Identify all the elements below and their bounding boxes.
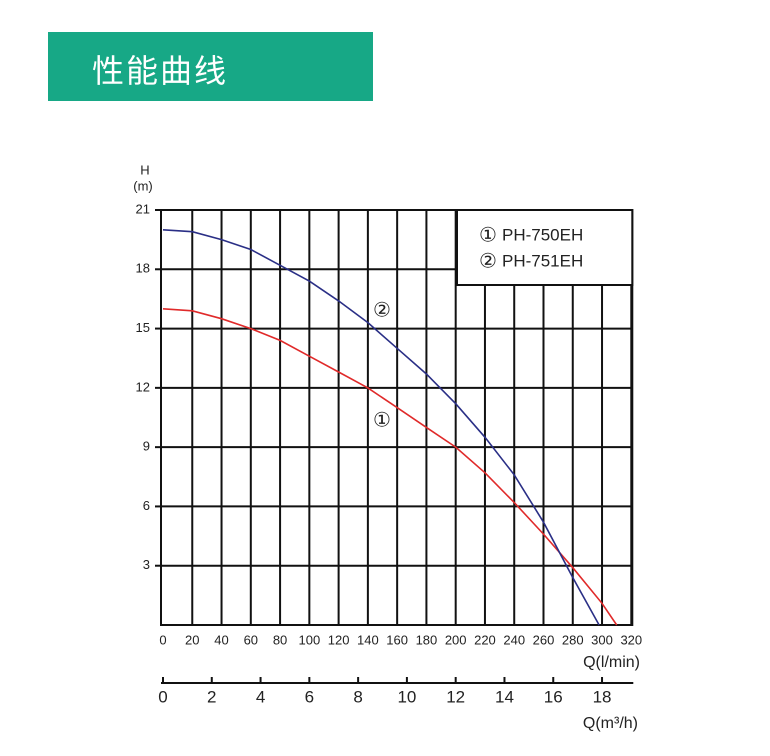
x-tick-label: 40 bbox=[214, 632, 228, 647]
x-tick-label: 300 bbox=[591, 632, 613, 647]
title-banner: 性能曲线 bbox=[48, 32, 373, 101]
x-tick-label: 0 bbox=[159, 632, 166, 647]
x-tick-label: 200 bbox=[445, 632, 467, 647]
y-tick-label: 12 bbox=[136, 379, 150, 394]
x2-tick-label: 16 bbox=[544, 687, 563, 706]
y-axis-title: H bbox=[140, 162, 149, 177]
y-tick-label: 18 bbox=[136, 261, 150, 276]
curve-annotation: ① bbox=[373, 409, 391, 431]
curve bbox=[162, 229, 600, 626]
x-tick-label: 60 bbox=[244, 632, 258, 647]
y-tick-label: 15 bbox=[136, 320, 150, 335]
x-tick-label: 20 bbox=[185, 632, 199, 647]
x2-tick-label: 2 bbox=[207, 687, 216, 706]
y-tick-label: 9 bbox=[143, 439, 150, 454]
x-tick-label: 280 bbox=[562, 632, 584, 647]
x2-tick-label: 12 bbox=[446, 687, 465, 706]
x-axis-title: Q(l/min) bbox=[583, 654, 640, 671]
y-axis-unit: (m) bbox=[133, 178, 153, 193]
x2-tick-label: 10 bbox=[397, 687, 416, 706]
legend-marker: ② bbox=[479, 250, 497, 272]
x-tick-label: 100 bbox=[298, 632, 320, 647]
curve-annotation: ② bbox=[373, 299, 391, 321]
title: 性能曲线 bbox=[92, 52, 229, 90]
legend-label: PH-751EH bbox=[502, 251, 583, 270]
x-tick-label: 120 bbox=[328, 632, 350, 647]
y-tick-label: 21 bbox=[136, 201, 150, 216]
x-tick-label: 260 bbox=[533, 632, 555, 647]
x-tick-label: 180 bbox=[416, 632, 438, 647]
x-tick-label: 240 bbox=[503, 632, 525, 647]
x2-tick-label: 18 bbox=[593, 687, 612, 706]
x-tick-label: 160 bbox=[386, 632, 408, 647]
curve bbox=[162, 308, 618, 626]
legend-label: PH-750EH bbox=[502, 225, 583, 244]
x2-tick-label: 4 bbox=[256, 687, 265, 706]
x-tick-label: 220 bbox=[474, 632, 496, 647]
x-tick-label: 80 bbox=[273, 632, 287, 647]
x2-tick-label: 14 bbox=[495, 687, 514, 706]
x2-tick-label: 6 bbox=[305, 687, 314, 706]
legend-marker: ① bbox=[479, 224, 497, 246]
x-tick-label: 320 bbox=[620, 632, 642, 647]
legend-box bbox=[456, 209, 634, 286]
y-tick-label: 6 bbox=[143, 498, 150, 513]
x2-tick-label: 0 bbox=[158, 687, 167, 706]
x2-tick-label: 8 bbox=[353, 687, 362, 706]
y-tick-label: 3 bbox=[143, 557, 150, 572]
x2-axis-title: Q(m³/h) bbox=[583, 715, 638, 732]
x-tick-label: 140 bbox=[357, 632, 379, 647]
